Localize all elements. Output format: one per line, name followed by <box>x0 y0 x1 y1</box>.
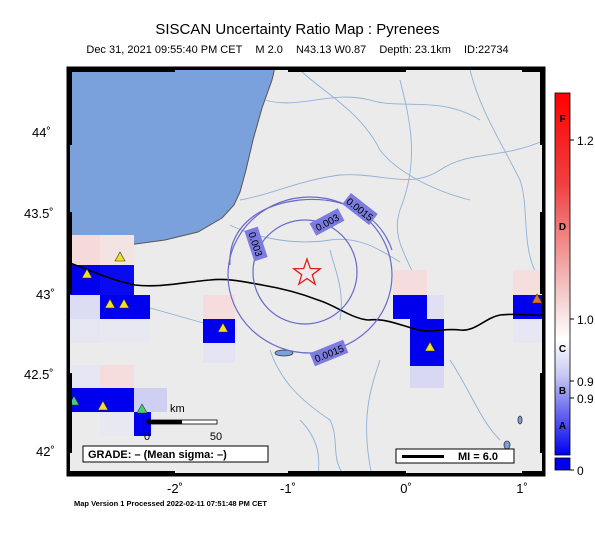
colorbar-value: 1.2 <box>577 134 594 148</box>
lat-label: 43.5˚ <box>24 206 54 221</box>
station-triangle <box>81 268 93 279</box>
event-id: ID:22734 <box>463 44 509 56</box>
event-magnitude: M 2.0 <box>255 44 283 56</box>
lat-labels: 44˚ 43.5˚ 43˚ 42.5˚ 42˚ <box>24 125 55 459</box>
colorbar-letter: A <box>559 421 566 432</box>
station-triangle <box>136 403 148 414</box>
colorbar-value: 1.0 <box>577 313 594 327</box>
grade-box: GRADE: – (Mean sigma: –) <box>82 445 269 463</box>
mi-legend: MI = 6.0 <box>395 448 515 464</box>
colorbar-value: 0.9 <box>577 392 594 406</box>
lon-labels: -2˚ -1˚ 0˚ 1˚ <box>167 481 528 496</box>
station-triangle <box>217 322 229 333</box>
frame-ticks <box>67 67 545 476</box>
colorbar-letter: D <box>559 222 566 233</box>
colorbar-value: 0.9 <box>577 375 594 389</box>
uncertainty-contours <box>227 196 393 354</box>
lat-label: 43˚ <box>36 287 55 302</box>
lon-label: -1˚ <box>280 481 296 496</box>
lat-label: 44˚ <box>32 125 51 140</box>
epicenter-star-icon <box>291 257 323 286</box>
station-triangle <box>424 341 436 352</box>
scale-bar: km 0 50 <box>144 403 222 443</box>
scale-unit: km <box>170 403 185 415</box>
rivers <box>119 69 545 476</box>
ratio-grid <box>67 235 545 436</box>
colorbar-value: 0 <box>577 464 584 478</box>
colorbar-letter: C <box>559 344 566 355</box>
lon-label: -2˚ <box>167 481 183 496</box>
grade-text: GRADE: – (Mean sigma: –) <box>88 449 227 461</box>
color-bar: F D C B A 1.2 1.0 0.9 0.9 0 <box>554 92 594 478</box>
station-triangle <box>104 298 116 309</box>
border-line <box>67 261 545 332</box>
map-version-note: Map Version 1 Processed 2022-02-11 07:51… <box>74 499 268 508</box>
lat-label: 42˚ <box>36 444 55 459</box>
scale-end: 50 <box>210 431 222 443</box>
station-triangle <box>114 251 126 262</box>
scale-start: 0 <box>144 431 150 443</box>
station-triangle <box>531 293 543 304</box>
event-datetime: Dec 31, 2021 09:55:40 PM CET <box>86 44 243 56</box>
event-location: N43.13 W0.87 <box>295 44 367 56</box>
colorbar-letter: B <box>559 386 566 397</box>
station-triangle <box>97 400 109 411</box>
event-info: Dec 31, 2021 09:55:40 PM CET M 2.0 N43.1… <box>0 44 595 56</box>
mi-legend-text: MI = 6.0 <box>458 451 498 463</box>
lat-label: 42.5˚ <box>24 367 54 382</box>
lon-label: 0˚ <box>400 481 412 496</box>
event-depth: Depth: 23.1km <box>379 44 451 56</box>
map-title: SISCAN Uncertainty Ratio Map : Pyrenees <box>155 21 440 38</box>
lon-label: 1˚ <box>516 481 528 496</box>
colorbar-letter: F <box>559 114 565 125</box>
station-triangle <box>118 298 130 309</box>
